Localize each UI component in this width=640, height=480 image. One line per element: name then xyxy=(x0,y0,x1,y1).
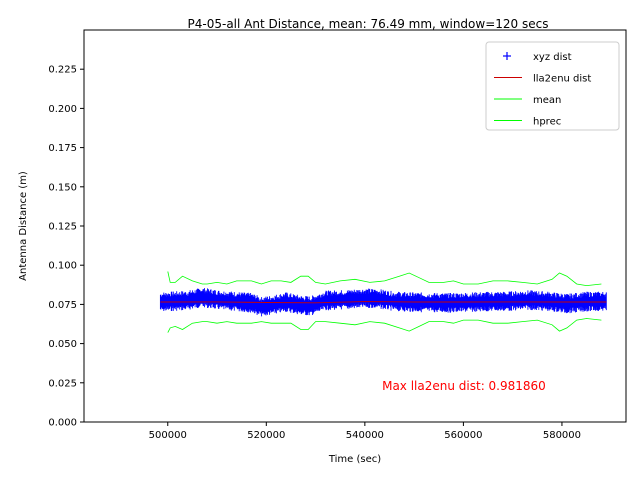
y-tick-label: 0.175 xyxy=(48,143,77,154)
series-lla2enu-dist-line xyxy=(160,301,607,304)
max-distance-annotation: Max lla2enu dist: 0.981860 xyxy=(382,379,546,393)
x-tick-label: 540000 xyxy=(346,430,384,441)
x-axis: 500000 520000 540000 560000 580000 xyxy=(149,422,581,441)
legend: xyz dist lla2enu dist mean hprec xyxy=(485,41,620,131)
legend-label-hprec: hprec xyxy=(533,117,561,128)
y-tick-label: 0.025 xyxy=(48,378,77,389)
x-tick-label: 580000 xyxy=(543,430,581,441)
x-tick-label: 560000 xyxy=(444,430,482,441)
y-tick-label: 0.125 xyxy=(48,222,77,233)
y-axis-label: Antenna Distance (m) xyxy=(18,171,29,281)
y-tick-label: 0.150 xyxy=(48,182,77,193)
y-tick-label: 0.050 xyxy=(48,339,77,350)
series-layer xyxy=(159,271,607,333)
series-xyz-dist-band xyxy=(160,295,607,309)
legend-label-mean: mean xyxy=(533,95,561,106)
series-mean-line xyxy=(167,271,602,287)
y-axis: 0.000 0.025 0.050 0.075 0.100 0.125 0.150 0.175… xyxy=(48,65,84,429)
y-tick-label: 0.100 xyxy=(48,261,77,272)
y-tick-label: 0.200 xyxy=(48,104,77,115)
legend-box xyxy=(485,41,620,131)
x-axis-label: Time (sec) xyxy=(328,454,381,465)
legend-label-lla2enu-dist: lla2enu dist xyxy=(533,74,591,85)
y-tick-label: 0.000 xyxy=(48,418,77,429)
y-tick-label: 0.075 xyxy=(48,300,77,311)
x-tick-label: 520000 xyxy=(247,430,285,441)
y-tick-label: 0.225 xyxy=(48,65,77,76)
series-hprec-line xyxy=(167,318,602,333)
chart-title: P4-05-all Ant Distance, mean: 76.49 mm, … xyxy=(188,17,549,31)
legend-label-xyz-dist: xyz dist xyxy=(533,52,572,63)
x-tick-label: 500000 xyxy=(149,430,187,441)
